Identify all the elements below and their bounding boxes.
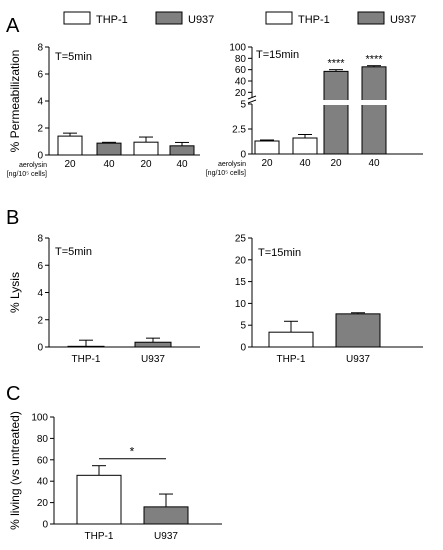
chart-b2-ytick-label: 5 (240, 321, 246, 332)
chart-b2-category-label: U937 (346, 354, 370, 365)
chart-b2-ytick-label: 0 (240, 343, 246, 354)
chart-a2-ytick-label: 40 (235, 77, 247, 88)
chart-a2-category-label: 20 (261, 158, 273, 169)
chart-a1-bar (133, 141, 159, 156)
legend-left-swatch-thp1 (63, 11, 91, 25)
chart-b2-bar (268, 331, 314, 348)
chart-b2-bar (335, 313, 381, 348)
chart-b2-ytick-label: 25 (235, 234, 247, 245)
chart-a2-ytick-label: 5 (240, 100, 246, 111)
chart-b1-ytick-label: 6 (37, 261, 43, 272)
legend-right-swatch-thp1 (265, 11, 293, 25)
legend-right-label-thp1: THP-1 (298, 14, 330, 26)
chart-c-ytick-label: 100 (31, 413, 48, 424)
chart-b1-category-label: THP-1 (72, 354, 101, 365)
chart-a2-x-caption-1: aerolysin (218, 161, 246, 168)
chart-a1-bar (57, 135, 83, 156)
panel-letter-c: C (6, 383, 20, 405)
chart-b1-ytick-label: 2 (37, 315, 43, 326)
chart-a1-ytick-label: 6 (37, 70, 43, 81)
chart-a2-ytick-label: 0 (240, 150, 246, 161)
chart-a2-significance: **** (327, 58, 345, 70)
chart-a2-x-caption-2: [ng/10⁵ cells] (206, 170, 246, 177)
chart-c-bar (76, 474, 122, 525)
chart-a1-annotation: T=5min (55, 51, 92, 63)
chart-a1-category-label: 40 (176, 159, 188, 170)
chart-a2-category-label: 40 (368, 158, 380, 169)
chart-b2-ytick-label: 10 (235, 299, 247, 310)
chart-a2-ytick-label: 20 (235, 88, 247, 99)
chart-a1-category-label: 20 (64, 159, 76, 170)
chart-b1-bar (134, 341, 172, 348)
panel-letter-b: B (6, 207, 19, 229)
chart-a2-annotation: T=15min (256, 49, 299, 61)
chart-a1-y-axis-label: % Permeabilization (8, 50, 22, 153)
legend-left-swatch-u937 (155, 11, 183, 25)
chart-c-category-label: U937 (154, 531, 178, 542)
chart-a1-category-label: 40 (103, 159, 115, 170)
chart-b2-ytick-label: 20 (235, 255, 247, 266)
chart-b1-ytick-label: 0 (37, 343, 43, 354)
chart-a1-bar (169, 145, 195, 156)
chart-a2-bar (361, 66, 387, 155)
chart-a2-ytick-label: 100 (229, 43, 246, 54)
chart-b1-ytick-label: 4 (37, 288, 43, 299)
chart-a2-bar (292, 137, 318, 155)
chart-b1-y-axis-label: % Lysis (8, 272, 22, 313)
chart-a2-bar-break-gap (323, 100, 349, 105)
chart-a1-bar (96, 142, 122, 156)
chart-a2-break-mark (247, 99, 257, 104)
chart-a1-ytick-label: 0 (37, 151, 43, 162)
chart-b2-ytick-label: 15 (235, 277, 247, 288)
chart-c-ytick-label: 0 (42, 520, 48, 531)
chart-c-ytick-label: 20 (37, 498, 49, 509)
chart-b1-bar (67, 345, 105, 348)
chart-b1-category-label: U937 (141, 354, 165, 365)
chart-a2-ytick-label: 80 (235, 54, 247, 65)
chart-a2-bar (323, 70, 349, 155)
chart-a2-bar-break-gap (361, 100, 387, 105)
legend-left-label-u937: U937 (188, 14, 214, 26)
chart-b2-annotation: T=15min (258, 247, 301, 259)
chart-c-y-axis-label: % living (vs untreated) (8, 411, 22, 530)
legend-left-label-thp1: THP-1 (96, 14, 128, 26)
chart-a2-ytick-label: 2.5 (232, 125, 246, 136)
legend-right-swatch-u937 (357, 11, 385, 25)
chart-c-ytick-label: 80 (37, 434, 49, 445)
chart-b1-ytick-label: 8 (37, 234, 43, 245)
chart-a2-category-label: 40 (299, 158, 311, 169)
chart-b2-category-label: THP-1 (277, 354, 306, 365)
chart-a2-ytick-label: 60 (235, 65, 247, 76)
legend-right-label-u937: U937 (390, 14, 416, 26)
chart-a1-x-caption-1: aerolysin (19, 162, 47, 169)
chart-a1-x-caption-2: [ng/10⁵ cells] (7, 171, 47, 178)
chart-a1-ytick-label: 4 (37, 97, 43, 108)
chart-c-category-label: THP-1 (85, 531, 114, 542)
chart-a1-ytick-label: 2 (37, 124, 43, 135)
chart-c-significance: * (130, 445, 135, 459)
chart-c-ytick-label: 60 (37, 455, 49, 466)
chart-a2-category-label: 20 (330, 158, 342, 169)
chart-c-bar (143, 506, 189, 525)
chart-a2-break-mark (247, 95, 257, 100)
chart-b1-annotation: T=5min (55, 246, 92, 258)
chart-a2-bar (254, 140, 280, 155)
chart-c-ytick-label: 40 (37, 477, 49, 488)
chart-a2-significance: **** (365, 54, 383, 66)
panel-letter-a: A (6, 15, 20, 37)
chart-a1-category-label: 20 (140, 159, 152, 170)
chart-a1-ytick-label: 8 (37, 43, 43, 54)
